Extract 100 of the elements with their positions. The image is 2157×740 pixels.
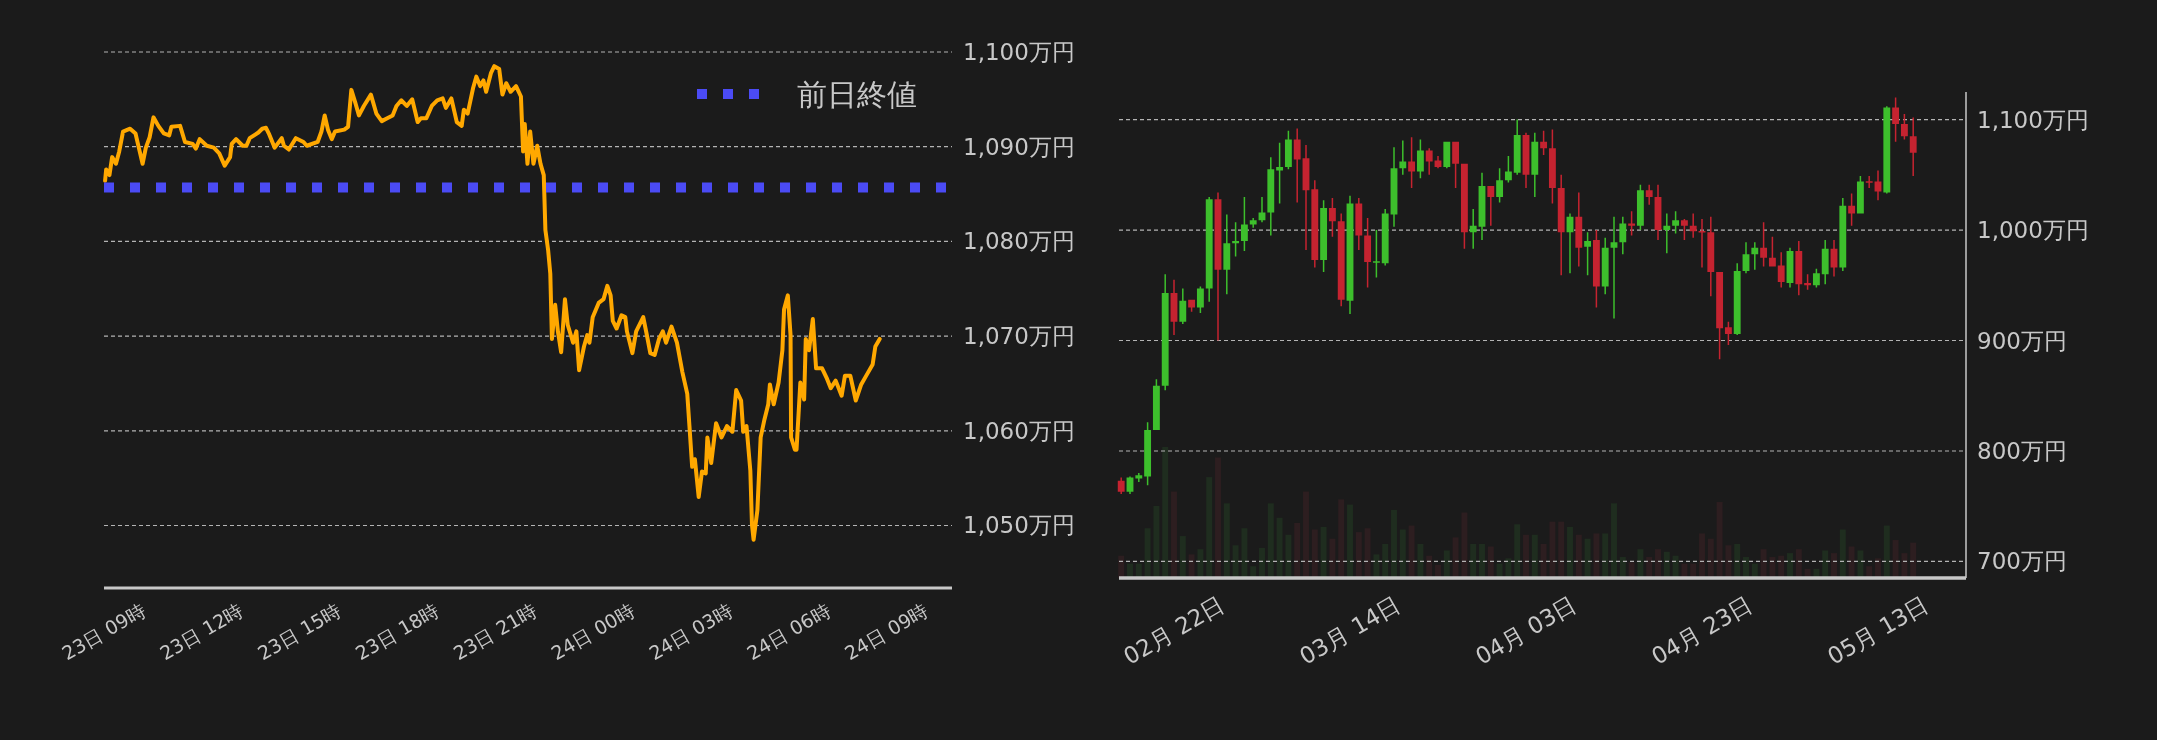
candlestick	[1126, 476, 1134, 495]
candlestick	[1179, 288, 1187, 324]
candlestick	[1839, 198, 1847, 271]
bar	[1523, 534, 1529, 578]
candlestick	[1636, 184, 1644, 231]
x-tick-label: 02月 22日	[1119, 591, 1229, 670]
bar	[1875, 558, 1881, 578]
bar	[1417, 543, 1424, 578]
x-tick-label: 23日 21時	[449, 598, 541, 665]
candlestick	[1214, 192, 1222, 341]
x-tick-label: 24日 00時	[547, 598, 639, 665]
bar	[1628, 562, 1635, 578]
bar	[1373, 554, 1380, 578]
candlestick	[1645, 184, 1653, 205]
candlestick	[1258, 196, 1266, 223]
candlestick	[1443, 141, 1451, 169]
candlestick	[1768, 236, 1776, 267]
candlestick	[1337, 213, 1345, 307]
candlestick	[1205, 196, 1213, 302]
candlestick	[1311, 180, 1319, 268]
bar	[1206, 477, 1213, 578]
y-tick-label: 1,060万円	[963, 417, 1075, 444]
candlestick	[1874, 170, 1882, 201]
candlestick	[1223, 214, 1231, 295]
candlestick	[1196, 286, 1204, 313]
bar	[1303, 491, 1309, 578]
candlestick	[1733, 263, 1741, 335]
bar	[1584, 538, 1591, 578]
bar	[1558, 521, 1565, 578]
bar	[1188, 554, 1195, 578]
x-tick-label: 23日 12時	[155, 598, 247, 665]
candlestick	[1663, 213, 1671, 254]
bar	[1646, 557, 1653, 578]
candlestick	[1460, 163, 1468, 249]
candlestick	[1434, 156, 1442, 169]
bar	[1540, 543, 1547, 578]
candlestick	[1144, 422, 1152, 486]
bar	[1672, 555, 1679, 578]
candlestick	[1478, 172, 1486, 241]
bar	[1294, 522, 1301, 578]
x-tick-label: 24日 06時	[742, 598, 834, 665]
bar	[1619, 557, 1626, 578]
bar	[1611, 503, 1617, 578]
bar	[1382, 543, 1389, 578]
candlestick	[1786, 247, 1794, 288]
bar	[1681, 563, 1688, 578]
x-tick-label: 04月 03日	[1471, 591, 1581, 670]
bar	[1285, 534, 1292, 578]
candlestick	[1302, 145, 1310, 250]
bar	[1452, 537, 1459, 578]
candlestick	[1672, 211, 1680, 234]
bar	[1725, 545, 1732, 578]
bar	[1338, 499, 1345, 578]
y-tick-label: 1,100万円	[1977, 106, 2089, 133]
candlestick	[1830, 240, 1838, 277]
bar	[1267, 503, 1274, 578]
candlestick	[1742, 242, 1750, 274]
candlestick	[1390, 147, 1398, 227]
candlestick	[1320, 200, 1328, 273]
bar	[1320, 526, 1327, 578]
candlestick	[1900, 114, 1908, 140]
candlestick	[1628, 211, 1636, 236]
candlestick	[1425, 148, 1433, 175]
bar	[1118, 555, 1125, 578]
candlestick	[1469, 209, 1477, 249]
candlestick	[1487, 185, 1495, 226]
candlestick	[1293, 128, 1301, 203]
bar	[1391, 509, 1397, 578]
candlestick	[1152, 379, 1160, 430]
bar	[1751, 563, 1758, 578]
bar	[1839, 529, 1846, 578]
candlestick	[1716, 272, 1724, 360]
candlestick	[1654, 184, 1662, 241]
candlestick	[1284, 130, 1292, 170]
bar	[1153, 505, 1160, 578]
bar	[1496, 563, 1503, 578]
candlestick	[1619, 216, 1627, 255]
candlestick	[1575, 192, 1583, 267]
bar	[1347, 504, 1353, 578]
bar	[1707, 538, 1714, 578]
candlestick	[1795, 241, 1803, 296]
candlestick	[1548, 129, 1556, 204]
bar	[1716, 502, 1723, 578]
candlestick	[1724, 321, 1732, 345]
bar	[1734, 543, 1741, 578]
bar	[1549, 521, 1556, 578]
bar	[1197, 549, 1204, 578]
bar	[1514, 524, 1521, 578]
bar	[1443, 550, 1450, 578]
bar	[1276, 517, 1283, 578]
x-tick-label: 23日 18時	[351, 598, 443, 665]
x-tick-label: 03月 14日	[1295, 591, 1405, 670]
bar	[1663, 551, 1670, 578]
bar	[1162, 447, 1169, 578]
candlestick	[1355, 198, 1363, 250]
candlestick	[1496, 168, 1504, 203]
candlestick	[1812, 268, 1820, 288]
bar	[1901, 553, 1908, 578]
y-tick-label: 1,100万円	[963, 39, 1075, 65]
y-tick-label: 900万円	[1977, 327, 2067, 354]
